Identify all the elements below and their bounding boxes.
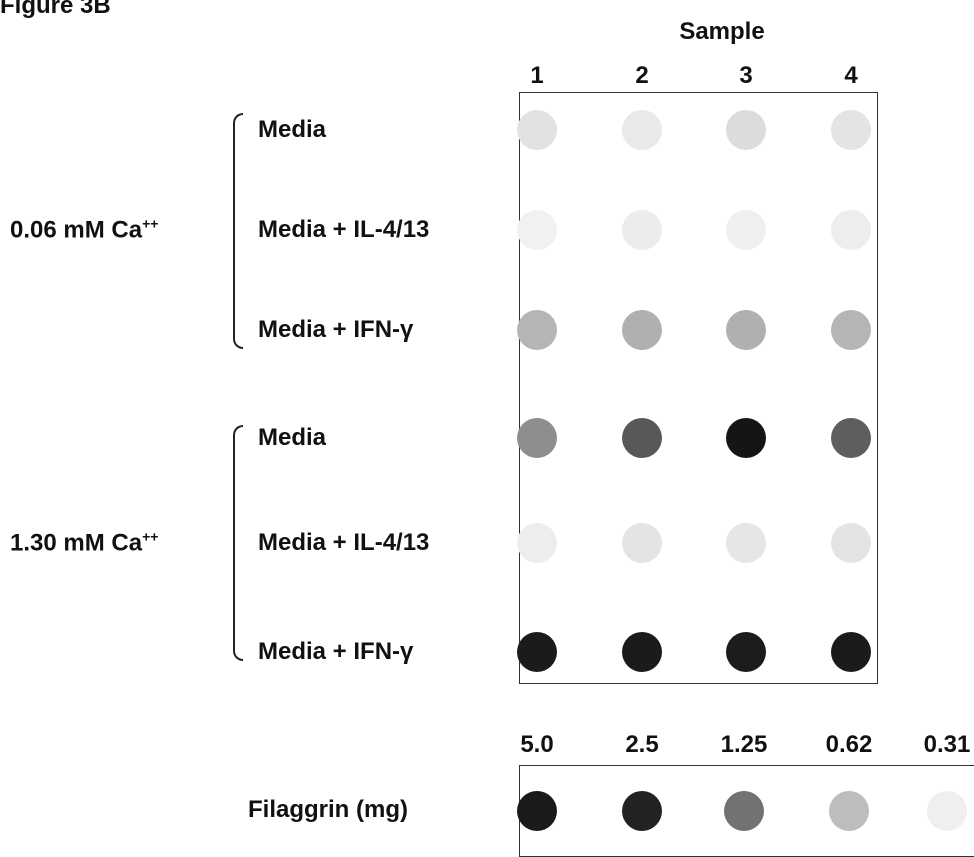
bracket [233, 113, 243, 349]
row-label: Media [258, 424, 326, 452]
dot [831, 523, 871, 563]
row-label: Media + IL-4/13 [258, 216, 429, 244]
superscript: ++ [142, 216, 158, 232]
column-number: 2 [635, 62, 648, 90]
dot [829, 791, 869, 831]
dot [517, 210, 557, 250]
dot [724, 791, 764, 831]
amount: 1.25 [721, 731, 768, 759]
dot [622, 632, 662, 672]
amount: 0.62 [826, 731, 873, 759]
column-number: 4 [844, 62, 857, 90]
dot [622, 310, 662, 350]
group-label: 0.06 mM Ca++ [10, 216, 158, 245]
dot [517, 523, 557, 563]
dot [726, 210, 766, 250]
dot [831, 210, 871, 250]
dot [517, 110, 557, 150]
row-label: Media + IFN-γ [258, 638, 413, 666]
figure-label: Figure 3B [0, 0, 111, 20]
dot [726, 310, 766, 350]
superscript: ++ [142, 529, 158, 545]
dot [622, 418, 662, 458]
standard-label: Filaggrin (mg) [248, 796, 408, 824]
amount: 0.31 [924, 731, 971, 759]
dot [622, 210, 662, 250]
amount: 5.0 [520, 731, 553, 759]
figure: Figure 3B Sample Filaggrin (mg) 1 2 3 4 0.06… [0, 0, 974, 841]
amount: 2.5 [625, 731, 658, 759]
blot [519, 92, 878, 684]
group-text: 0.06 mM Ca [10, 217, 142, 244]
dot [517, 418, 557, 458]
column-number: 3 [739, 62, 752, 90]
dot [726, 110, 766, 150]
dot [622, 791, 662, 831]
dot [831, 110, 871, 150]
dot [517, 310, 557, 350]
dot [831, 632, 871, 672]
group-text: 1.30 mM Ca [10, 530, 142, 557]
dot [831, 310, 871, 350]
dot [622, 523, 662, 563]
column-number: 1 [530, 62, 543, 90]
dot [831, 418, 871, 458]
row-label: Media + IL-4/13 [258, 529, 429, 557]
dot [726, 418, 766, 458]
column-header: Sample [679, 18, 764, 46]
dot [726, 523, 766, 563]
row-label: Media + IFN-γ [258, 316, 413, 344]
dot [927, 791, 967, 831]
dot [726, 632, 766, 672]
bracket [233, 425, 243, 661]
dot [517, 791, 557, 831]
row-label: Media [258, 116, 326, 144]
dot [517, 632, 557, 672]
dot [622, 110, 662, 150]
group-label: 1.30 mM Ca++ [10, 529, 158, 558]
